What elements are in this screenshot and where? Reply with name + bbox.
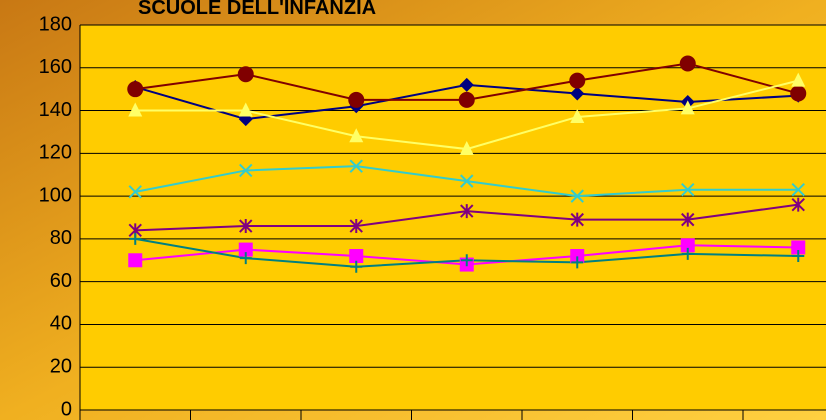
y-tick-label: 140 bbox=[39, 99, 72, 121]
marker bbox=[239, 219, 253, 234]
marker bbox=[681, 247, 694, 260]
y-tick-label: 180 bbox=[39, 13, 72, 35]
marker bbox=[791, 197, 805, 212]
marker bbox=[128, 253, 143, 268]
marker bbox=[681, 182, 695, 197]
marker bbox=[680, 238, 695, 253]
marker bbox=[570, 212, 584, 227]
marker bbox=[681, 212, 695, 227]
marker bbox=[458, 91, 475, 108]
marker bbox=[790, 85, 807, 102]
y-tick-label: 0 bbox=[61, 398, 72, 420]
marker bbox=[237, 66, 254, 83]
y-tick-label: 40 bbox=[50, 313, 72, 335]
marker bbox=[570, 249, 585, 263]
marker bbox=[570, 108, 585, 123]
y-tick-label: 160 bbox=[39, 56, 72, 78]
marker bbox=[792, 250, 805, 262]
y-tick-label: 80 bbox=[50, 227, 72, 249]
marker bbox=[238, 242, 253, 257]
marker bbox=[569, 72, 586, 89]
marker bbox=[349, 219, 363, 234]
marker bbox=[349, 159, 363, 173]
marker bbox=[350, 260, 363, 273]
marker bbox=[239, 163, 253, 178]
marker bbox=[460, 204, 474, 219]
marker bbox=[349, 128, 364, 143]
marker bbox=[128, 102, 143, 117]
marker bbox=[460, 174, 474, 188]
y-tick-label: 100 bbox=[39, 184, 72, 206]
marker bbox=[128, 185, 142, 199]
y-tick-label: 60 bbox=[50, 270, 72, 292]
marker bbox=[791, 182, 805, 197]
marker bbox=[571, 256, 584, 269]
marker bbox=[239, 252, 252, 265]
marker bbox=[680, 100, 695, 115]
y-tick-label: 20 bbox=[50, 356, 72, 378]
plot-area bbox=[80, 25, 826, 410]
marker bbox=[459, 141, 474, 156]
marker bbox=[679, 55, 696, 72]
marker bbox=[238, 102, 253, 117]
y-tick-label: 120 bbox=[39, 142, 72, 164]
marker bbox=[459, 77, 474, 92]
marker bbox=[460, 254, 473, 267]
marker bbox=[348, 91, 365, 108]
chart-title: SCUOLE DELL'INFANZIA bbox=[138, 0, 376, 19]
marker bbox=[791, 240, 806, 255]
marker bbox=[129, 232, 142, 245]
marker bbox=[570, 189, 584, 203]
marker bbox=[127, 81, 144, 98]
marker bbox=[349, 249, 364, 263]
marker bbox=[791, 72, 806, 87]
marker bbox=[570, 86, 585, 101]
